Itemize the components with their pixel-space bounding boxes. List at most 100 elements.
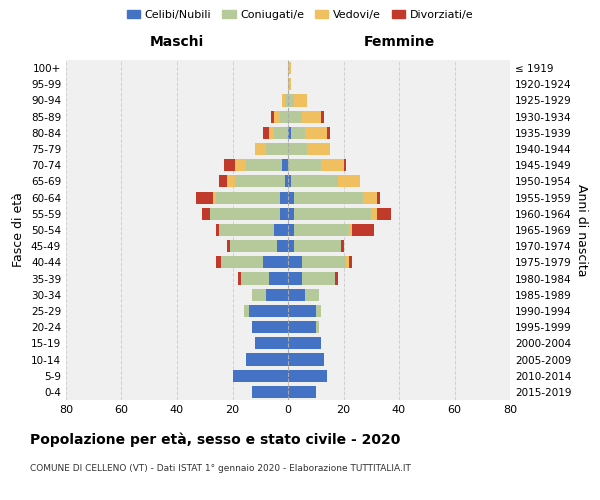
Bar: [283, 159, 288, 172]
Bar: [327, 127, 329, 139]
Legend: Celibi/Nubili, Coniugati/e, Vedovi/e, Divorziati/e: Celibi/Nubili, Coniugati/e, Vedovi/e, Di…: [122, 6, 478, 25]
Bar: [269, 272, 288, 284]
Bar: [227, 176, 235, 188]
Bar: [349, 256, 352, 268]
Bar: [322, 159, 343, 172]
Bar: [293, 94, 307, 106]
Bar: [269, 127, 274, 139]
Bar: [266, 143, 288, 155]
Bar: [305, 127, 327, 139]
Bar: [211, 208, 280, 220]
Bar: [218, 176, 227, 188]
Bar: [288, 305, 316, 317]
Bar: [252, 288, 266, 301]
Bar: [352, 224, 374, 236]
Bar: [302, 272, 335, 284]
Bar: [216, 224, 218, 236]
Bar: [316, 321, 319, 333]
Bar: [288, 208, 293, 220]
Bar: [377, 192, 380, 203]
Bar: [288, 127, 291, 139]
Bar: [227, 240, 230, 252]
Bar: [216, 256, 221, 268]
Bar: [255, 143, 266, 155]
Y-axis label: Fasce di età: Fasce di età: [13, 192, 25, 268]
Text: COMUNE DI CELLENO (VT) - Dati ISTAT 1° gennaio 2020 - Elaborazione TUTTITALIA.IT: COMUNE DI CELLENO (VT) - Dati ISTAT 1° g…: [30, 464, 411, 473]
Bar: [252, 321, 288, 333]
Bar: [238, 272, 241, 284]
Bar: [216, 192, 280, 203]
Bar: [291, 176, 338, 188]
Bar: [363, 192, 377, 203]
Bar: [288, 370, 327, 382]
Bar: [288, 321, 316, 333]
Bar: [280, 110, 288, 122]
Bar: [235, 176, 285, 188]
Bar: [288, 272, 302, 284]
Bar: [241, 272, 269, 284]
Bar: [288, 78, 291, 90]
Bar: [346, 256, 349, 268]
Bar: [274, 110, 280, 122]
Bar: [293, 208, 371, 220]
Bar: [230, 240, 277, 252]
Bar: [202, 208, 210, 220]
Bar: [288, 386, 316, 398]
Bar: [285, 94, 288, 106]
Bar: [288, 110, 302, 122]
Bar: [305, 288, 319, 301]
Bar: [274, 127, 288, 139]
Bar: [288, 192, 293, 203]
Bar: [291, 127, 305, 139]
Bar: [221, 256, 263, 268]
Bar: [252, 386, 288, 398]
Bar: [244, 305, 249, 317]
Bar: [371, 208, 377, 220]
Bar: [213, 192, 216, 203]
Bar: [338, 176, 360, 188]
Bar: [266, 288, 288, 301]
Bar: [247, 354, 288, 366]
Bar: [341, 240, 343, 252]
Bar: [288, 288, 305, 301]
Bar: [283, 94, 285, 106]
Bar: [285, 176, 288, 188]
Bar: [288, 256, 302, 268]
Bar: [349, 224, 352, 236]
Bar: [288, 354, 324, 366]
Bar: [335, 272, 338, 284]
Bar: [288, 240, 293, 252]
Y-axis label: Anni di nascita: Anni di nascita: [575, 184, 588, 276]
Bar: [218, 224, 274, 236]
Bar: [293, 224, 349, 236]
Bar: [224, 159, 235, 172]
Bar: [271, 110, 274, 122]
Bar: [316, 305, 322, 317]
Bar: [233, 370, 288, 382]
Text: Femmine: Femmine: [364, 34, 434, 48]
Bar: [274, 224, 288, 236]
Bar: [307, 143, 329, 155]
Bar: [322, 110, 324, 122]
Bar: [280, 192, 288, 203]
Bar: [277, 240, 288, 252]
Bar: [302, 256, 346, 268]
Bar: [343, 159, 346, 172]
Bar: [263, 256, 288, 268]
Bar: [288, 62, 291, 74]
Bar: [235, 159, 247, 172]
Bar: [288, 143, 307, 155]
Bar: [288, 338, 322, 349]
Bar: [293, 192, 363, 203]
Bar: [288, 159, 322, 172]
Bar: [254, 338, 288, 349]
Bar: [288, 176, 291, 188]
Bar: [288, 94, 293, 106]
Text: Maschi: Maschi: [150, 34, 204, 48]
Text: Popolazione per età, sesso e stato civile - 2020: Popolazione per età, sesso e stato civil…: [30, 432, 400, 447]
Bar: [196, 192, 213, 203]
Bar: [302, 110, 322, 122]
Bar: [263, 127, 269, 139]
Bar: [247, 159, 283, 172]
Bar: [288, 224, 293, 236]
